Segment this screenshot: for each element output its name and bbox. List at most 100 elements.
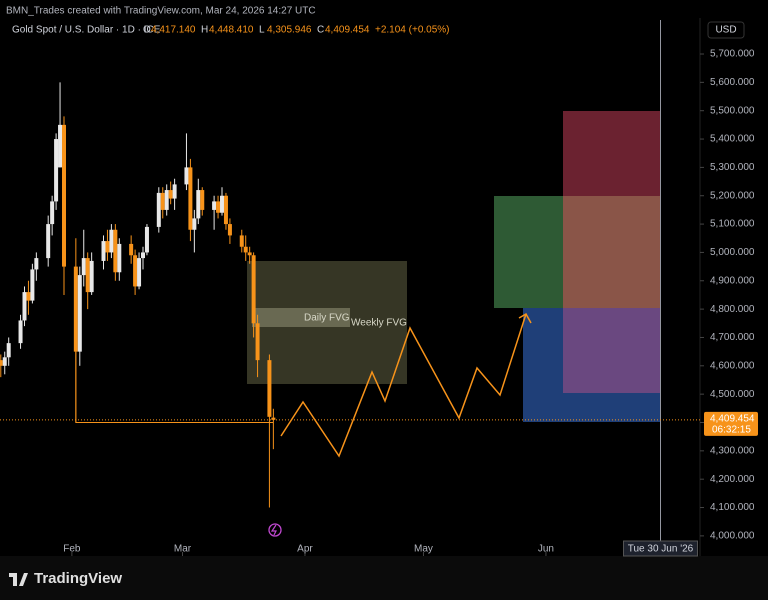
y-tick-label: 4,700.000: [710, 332, 755, 343]
x-tick-label: Mar: [174, 544, 192, 555]
x-tick-label: Jun: [538, 544, 554, 555]
candle-body: [61, 124, 66, 267]
candle-body: [0, 360, 3, 366]
y-tick-label: 5,200.000: [710, 190, 755, 201]
candle-body: [144, 226, 149, 253]
y-tick-label: 4,200.000: [710, 474, 755, 485]
candle-body: [117, 243, 122, 273]
candle-body: [105, 241, 110, 253]
candle-body: [26, 292, 31, 301]
weekly-fvg-box: [247, 261, 407, 384]
candle-body: [220, 195, 225, 213]
low-line: [75, 351, 274, 423]
candle-body: [216, 201, 221, 213]
candle-body: [160, 192, 165, 210]
annotation: Daily FVG: [304, 313, 350, 324]
candle-body: [137, 258, 142, 287]
projection-path: [280, 313, 527, 458]
candle-body: [243, 246, 248, 253]
candle-body: [77, 275, 82, 352]
candle-body: [30, 269, 35, 301]
x-tick-label: May: [414, 544, 433, 555]
legend-text: 4,305.946: [267, 25, 312, 36]
candle-body: [172, 184, 177, 199]
legend-text: +2.104 (+0.05%): [375, 25, 450, 36]
countdown: 06:32:15: [712, 424, 751, 435]
candle-body: [184, 167, 189, 185]
y-tick-label: 4,300.000: [710, 445, 755, 456]
overlap-zone: [563, 308, 660, 393]
y-tick-label: 4,100.000: [710, 502, 755, 513]
x-tick-label: Apr: [297, 544, 313, 555]
crosshair-label: Tue 30 Jun '26: [628, 544, 694, 555]
candle-body: [196, 190, 201, 219]
candle-body: [227, 224, 232, 236]
y-tick-label: 4,900.000: [710, 275, 755, 286]
y-tick-label: 5,300.000: [710, 162, 755, 173]
candle-body: [164, 190, 169, 210]
candle-body: [46, 224, 51, 259]
legend-text: 4,409.454: [325, 25, 370, 36]
candle-body: [58, 124, 63, 168]
event-icon-bolt: [270, 524, 277, 536]
candle-body: [251, 255, 256, 324]
logo-mark: [9, 573, 28, 586]
legend-text: O: [143, 25, 151, 36]
candle-body: [239, 235, 244, 247]
y-tick-label: 5,600.000: [710, 77, 755, 88]
candle-body: [247, 252, 252, 256]
mid-zone: [563, 196, 660, 308]
candle-body: [271, 417, 276, 420]
y-tick-label: 5,700.000: [710, 49, 755, 60]
y-tick-label: 5,500.000: [710, 105, 755, 116]
candle-body: [50, 201, 55, 225]
x-tick-label: Feb: [63, 544, 81, 555]
candle-body: [168, 190, 173, 199]
legend-text: C: [317, 25, 324, 36]
candle-body: [192, 218, 197, 230]
legend-text: 4,417.140: [151, 25, 196, 36]
logo: TradingView: [34, 570, 122, 587]
y-tick-label: 5,100.000: [710, 219, 755, 230]
candle-body: [255, 323, 260, 361]
candle-body: [212, 201, 217, 210]
candle-body: [129, 243, 134, 256]
y-tick-label: 5,000.000: [710, 247, 755, 258]
annotation: Weekly FVG: [351, 318, 407, 329]
candle-body: [109, 229, 114, 253]
attribution: BMN_Trades created with TradingView.com,…: [6, 6, 316, 17]
candle-body: [141, 252, 146, 259]
candle-body: [81, 258, 86, 276]
y-tick-label: 4,500.000: [710, 389, 755, 400]
event-icon[interactable]: [268, 523, 282, 537]
currency-box[interactable]: [707, 21, 745, 39]
legend-text: L: [259, 25, 265, 36]
y-tick-label: 4,000.000: [710, 531, 755, 542]
candle-body: [73, 266, 78, 352]
candle-body: [89, 260, 94, 293]
legend-text: 4,448.410: [209, 25, 254, 36]
candle-body: [85, 258, 90, 293]
candle-body: [22, 292, 27, 321]
currency: USD: [715, 25, 736, 36]
candle-body: [156, 192, 161, 227]
candle-body: [54, 139, 59, 202]
candle-body: [34, 258, 39, 270]
candle-body: [2, 357, 7, 366]
candle-body: [188, 167, 193, 230]
y-tick-label: 4,800.000: [710, 304, 755, 315]
candle-body: [267, 360, 272, 417]
y-tick-label: 4,600.000: [710, 360, 755, 371]
daily-fvg-box: [252, 308, 350, 327]
y-tick-label: 5,400.000: [710, 134, 755, 145]
crosshair-label-box: [622, 540, 698, 557]
projection-arrow: [518, 312, 532, 324]
candle-body: [6, 343, 11, 358]
candle-body: [18, 320, 23, 344]
footer-bar: [0, 556, 768, 600]
candle-body: [200, 190, 205, 210]
legend-text: Gold Spot / U.S. Dollar · 1D · ICE: [12, 25, 161, 36]
candle-body: [113, 229, 118, 273]
candle-body: [101, 241, 106, 261]
